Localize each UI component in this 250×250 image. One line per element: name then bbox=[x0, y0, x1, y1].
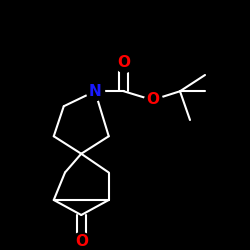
Text: O: O bbox=[75, 234, 88, 249]
Text: N: N bbox=[88, 84, 102, 99]
Text: O: O bbox=[117, 55, 130, 70]
Text: O: O bbox=[146, 92, 159, 108]
